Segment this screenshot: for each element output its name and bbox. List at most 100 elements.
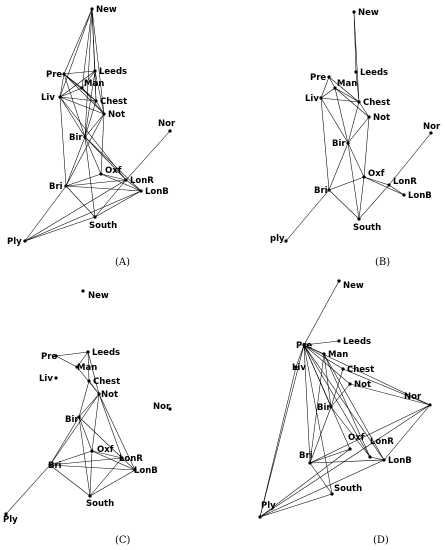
- edge-chest-bir: [84, 100, 97, 138]
- edge-liv-man: [59, 87, 83, 98]
- edge-not-oxf: [91, 393, 100, 452]
- edge-not-oxf: [363, 116, 370, 178]
- panel-b: New Leeds Pre Man Liv Chest Not Bir Nor Oxf LonR Lo…: [270, 8, 441, 244]
- node-label-nor: Nor: [404, 392, 422, 402]
- node-label-liv: Liv: [305, 94, 319, 104]
- node-label-lonr: LonR: [393, 177, 417, 187]
- node-nor: [168, 407, 172, 411]
- edge-not-bir: [78, 393, 100, 418]
- node-new: [337, 279, 341, 283]
- node-label-new: New: [358, 8, 379, 18]
- edge-lonr-lonb: [369, 456, 385, 461]
- edge-liv-bir: [320, 97, 349, 144]
- node-label-bri: Bri: [48, 461, 62, 471]
- edge-oxf-lonb: [91, 450, 136, 471]
- node-not: [348, 382, 352, 386]
- edge-nor-ply: [259, 404, 431, 518]
- node-lonb: [382, 458, 386, 462]
- node-label-ply: Ply: [7, 237, 22, 247]
- edge-lonb-south: [89, 469, 136, 497]
- node-label-new: New: [88, 291, 109, 301]
- edge-liv-ply: [259, 366, 297, 518]
- edge-liv-chest: [59, 96, 97, 102]
- edge-man-bir: [323, 353, 332, 408]
- node-label-south: South: [353, 223, 381, 233]
- node-label-lonr: LonR: [130, 176, 154, 186]
- node-pre: [54, 354, 58, 358]
- node-nor: [428, 403, 432, 407]
- node-ply: [4, 512, 8, 516]
- edge-oxf-lonb: [363, 176, 405, 196]
- node-label-not: Not: [101, 390, 118, 400]
- edge-oxf-south: [358, 176, 365, 220]
- panel-a: New Leeds Pre Man Liv Chest Not Bir Nor Oxf LonRLo…: [7, 5, 176, 247]
- node-label-nor: Nor: [158, 119, 176, 129]
- node-new: [81, 289, 85, 293]
- node-ply: [258, 515, 262, 519]
- node-label-man: Man: [337, 79, 357, 89]
- edge-lonb-south: [94, 190, 142, 218]
- edge-oxf-lonr: [363, 176, 390, 186]
- edge-bri-south: [328, 189, 360, 220]
- edge-oxf-lonb: [100, 173, 142, 192]
- node-bir: [77, 415, 81, 419]
- edge-man-bir: [334, 87, 349, 144]
- edge-not-oxf: [100, 113, 105, 175]
- edge-bir-oxf: [84, 136, 102, 175]
- node-label-lonb: LonB: [145, 187, 169, 197]
- edge-oxf-ply: [259, 448, 351, 518]
- edge-oxf-lonr: [100, 173, 127, 181]
- edge-pre-ply: [259, 344, 305, 518]
- node-label-not: Not: [354, 380, 371, 390]
- edge-oxf-lonr: [91, 450, 123, 459]
- edge-man-bri: [309, 353, 325, 464]
- edge-bir-bri: [328, 142, 349, 191]
- node-liv: [319, 96, 323, 100]
- edge-new-not: [91, 8, 105, 115]
- edge-leeds-not: [94, 70, 105, 115]
- edge-lonb-ply: [259, 459, 385, 518]
- edge-bri-south: [309, 462, 333, 495]
- node-label-south: South: [86, 499, 114, 509]
- node-lonr: [387, 183, 391, 187]
- edge-not-lonr: [98, 393, 123, 459]
- edge-new-pre: [303, 280, 340, 346]
- node-bri: [64, 184, 68, 188]
- edge-lonr-lonb: [388, 184, 405, 196]
- node-lonb: [139, 189, 143, 193]
- node-label-liv: Liv: [41, 93, 55, 103]
- edge-bri-oxf: [309, 448, 351, 464]
- node-bir: [329, 405, 333, 409]
- edge-ply-lonb: [24, 190, 142, 242]
- edge-liv-chest: [320, 97, 360, 103]
- panel-a-label: (A): [115, 257, 130, 268]
- edge-leeds-chest: [94, 70, 97, 102]
- edge-liv-bir: [59, 96, 86, 138]
- node-label-oxf: Oxf: [368, 169, 385, 179]
- edge-new-bir: [84, 8, 93, 138]
- edge-lonb-nor: [383, 404, 431, 461]
- edge-pre-south: [303, 344, 333, 495]
- edge-not-bir: [330, 383, 351, 408]
- node-south: [93, 215, 97, 219]
- edge-bir-oxf: [347, 142, 365, 178]
- edge-ply-lonr: [24, 179, 127, 242]
- edge-pre-lonr: [303, 344, 371, 458]
- node-not: [97, 392, 101, 396]
- node-label-man: Man: [77, 363, 97, 373]
- node-ply: [23, 239, 27, 243]
- node-label-liv: Liv: [292, 363, 306, 373]
- edge-lonr-lonb: [121, 457, 136, 471]
- node-man: [80, 86, 84, 90]
- node-not: [367, 115, 371, 119]
- panel-c-label: (C): [115, 535, 131, 546]
- edge-bir-bri: [49, 416, 80, 466]
- edge-pre-leeds: [55, 351, 89, 357]
- edge-oxf-south: [89, 450, 93, 497]
- edge-chest-not: [88, 380, 100, 395]
- node-label-bir: Bir: [332, 139, 346, 149]
- node-label-bri: Bri: [299, 451, 313, 461]
- edge-not-bri: [49, 393, 100, 466]
- node-bri: [48, 463, 52, 467]
- edge-lonr-south: [94, 179, 127, 218]
